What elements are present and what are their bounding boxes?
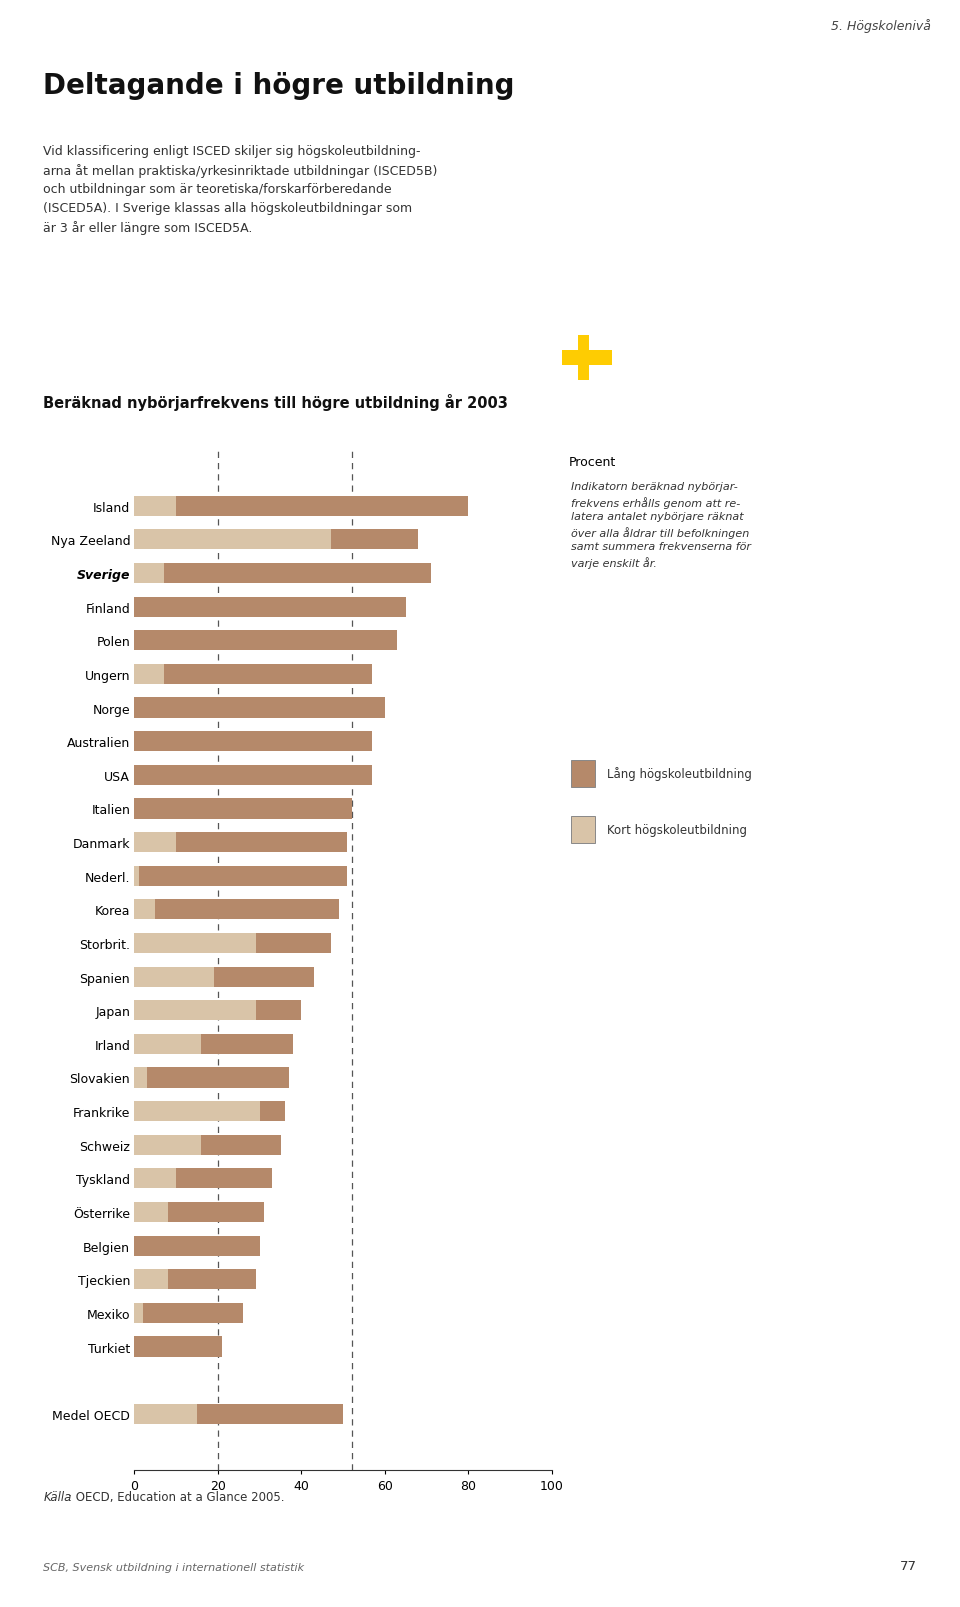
Text: Deltagande i högre utbildning: Deltagande i högre utbildning: [43, 72, 515, 100]
Bar: [134, 799, 351, 820]
Bar: [134, 1035, 293, 1054]
Bar: [134, 1168, 273, 1189]
Bar: [134, 731, 372, 752]
Bar: [134, 530, 330, 550]
Text: Beräknad nybörjarfrekvens till högre utbildning år 2003: Beräknad nybörjarfrekvens till högre utb…: [43, 394, 508, 411]
Bar: [134, 1270, 168, 1289]
Bar: [134, 497, 177, 516]
Bar: [134, 967, 214, 987]
Bar: [134, 900, 156, 919]
Bar: [134, 697, 385, 718]
Bar: [134, 1001, 301, 1020]
Bar: [134, 1405, 344, 1424]
Bar: [134, 1001, 255, 1020]
Text: Källa: Källa: [43, 1490, 72, 1503]
Bar: [134, 1101, 285, 1122]
Bar: [134, 664, 372, 685]
Bar: [134, 1405, 197, 1424]
Bar: [134, 1135, 280, 1155]
Bar: [134, 866, 348, 885]
Bar: [134, 866, 138, 885]
Bar: [134, 900, 339, 919]
Bar: [134, 1202, 168, 1223]
Bar: [134, 1168, 177, 1189]
Bar: [562, 350, 612, 366]
Text: : OECD, Education at a Glance 2005.: : OECD, Education at a Glance 2005.: [68, 1490, 285, 1503]
Bar: [134, 1067, 289, 1088]
Bar: [134, 1337, 222, 1356]
Bar: [134, 1236, 259, 1257]
Bar: [134, 632, 397, 651]
Bar: [134, 934, 330, 953]
Bar: [134, 1035, 202, 1054]
Text: Procent: Procent: [568, 456, 616, 469]
Bar: [134, 1067, 147, 1088]
Bar: [134, 1303, 143, 1323]
Bar: [134, 564, 431, 583]
Bar: [134, 934, 255, 953]
Text: Indikatorn beräknad nybörjar-
frekvens erhålls genom att re-
latera antalet nybö: Indikatorn beräknad nybörjar- frekvens e…: [571, 482, 751, 569]
Bar: [134, 1101, 259, 1122]
Bar: [134, 967, 314, 987]
Bar: [134, 1270, 255, 1289]
Bar: [134, 664, 163, 685]
Bar: [134, 497, 468, 516]
Bar: [134, 1135, 202, 1155]
Text: 77: 77: [900, 1559, 917, 1572]
Bar: [134, 530, 419, 550]
Text: Vid klassificering enligt ISCED skiljer sig högskoleutbildning-
arna åt mellan p: Vid klassificering enligt ISCED skiljer …: [43, 145, 438, 235]
Bar: [134, 832, 177, 853]
Text: Lång högskoleutbildning: Lång högskoleutbildning: [607, 767, 752, 781]
Text: 5. Högskolenivå: 5. Högskolenivå: [831, 19, 931, 34]
Bar: [134, 1202, 264, 1223]
Bar: [134, 564, 163, 583]
Text: SCB, Svensk utbildning i internationell statistik: SCB, Svensk utbildning i internationell …: [43, 1562, 304, 1572]
Bar: [134, 1303, 243, 1323]
Bar: [578, 336, 588, 381]
Bar: [134, 832, 348, 853]
Bar: [134, 598, 406, 617]
Bar: [134, 765, 372, 786]
Text: Kort högskoleutbildning: Kort högskoleutbildning: [607, 823, 747, 837]
